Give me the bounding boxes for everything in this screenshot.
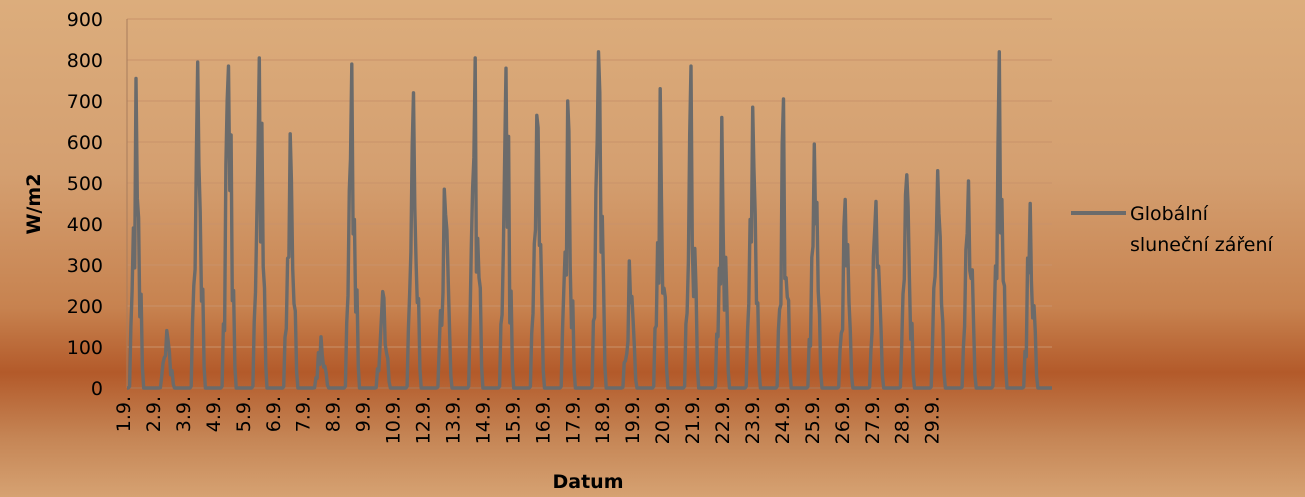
x-tick-label: 19.9. <box>622 396 644 444</box>
x-tick-label: 14.9. <box>472 396 494 444</box>
x-tick-label: 1.9. <box>113 396 135 432</box>
x-tick-label: 15.9. <box>502 396 524 444</box>
legend-label-line-2: sluneční záření <box>1130 234 1273 256</box>
x-tick-label: 17.9. <box>562 396 584 444</box>
x-tick-label: 4.9. <box>203 396 225 432</box>
x-tick-label: 13.9. <box>442 396 464 444</box>
x-tick-label: 9.9. <box>353 396 375 432</box>
x-tick-label: 24.9. <box>772 396 794 444</box>
x-tick-label: 23.9. <box>742 396 764 444</box>
x-tick-label: 22.9. <box>712 396 734 444</box>
x-axis-title: Datum <box>553 471 624 493</box>
x-tick-label: 6.9. <box>263 396 285 432</box>
y-tick-label: 300 <box>67 255 103 277</box>
y-tick-label: 400 <box>67 214 103 236</box>
x-tick-label: 27.9. <box>862 396 884 444</box>
x-tick-label: 5.9. <box>233 396 255 432</box>
x-tick-label: 16.9. <box>532 396 554 444</box>
x-tick-label: 8.9. <box>323 396 345 432</box>
y-tick-label: 500 <box>67 173 103 195</box>
y-tick-label: 900 <box>67 9 103 31</box>
x-tick-label: 12.9. <box>413 396 435 444</box>
legend-label-line-1: Globální <box>1130 203 1209 225</box>
x-tick-label: 20.9. <box>652 396 674 444</box>
y-tick-label: 0 <box>91 378 103 400</box>
x-tick-label: 18.9. <box>592 396 614 444</box>
x-tick-label: 28.9. <box>892 396 914 444</box>
x-tick-label: 2.9. <box>143 396 165 432</box>
x-tick-label: 3.9. <box>173 396 195 432</box>
x-tick-label: 10.9. <box>383 396 405 444</box>
y-tick-label: 200 <box>67 296 103 318</box>
y-tick-label: 600 <box>67 132 103 154</box>
y-tick-label: 800 <box>67 50 103 72</box>
x-tick-label: 29.9. <box>922 396 944 444</box>
y-tick-label: 100 <box>67 337 103 359</box>
y-axis-title: W/m2 <box>23 174 45 235</box>
series-line <box>126 50 1053 390</box>
x-tick-label: 7.9. <box>293 396 315 432</box>
x-tick-label: 26.9. <box>832 396 854 444</box>
y-tick-label: 700 <box>67 91 103 113</box>
x-tick-label: 25.9. <box>802 396 824 444</box>
x-tick-label: 21.9. <box>682 396 704 444</box>
